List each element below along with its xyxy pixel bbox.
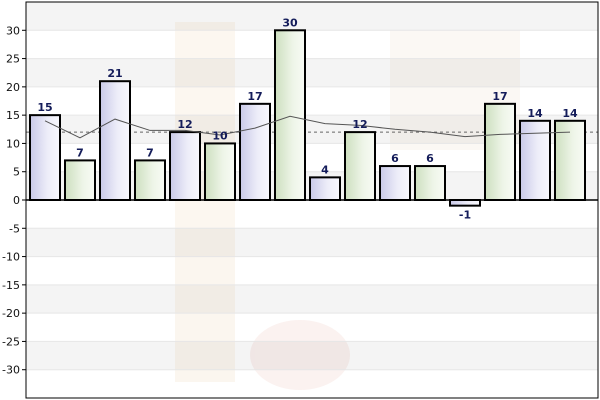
- bar: [64, 159, 96, 201]
- data-label: 12: [352, 118, 367, 131]
- axes: [25, 1, 599, 399]
- data-label: 6: [426, 152, 434, 165]
- y-tick-label: -15: [2, 279, 20, 292]
- y-tick-label: 20: [6, 81, 20, 94]
- data-label: 6: [391, 152, 399, 165]
- bar: [204, 142, 236, 202]
- bar: [274, 29, 306, 201]
- data-label: 30: [282, 16, 298, 29]
- data-label: 10: [212, 129, 228, 142]
- bar: [134, 159, 166, 201]
- data-label: 21: [107, 67, 122, 80]
- plot-frame: [25, 1, 599, 399]
- trend-line: [44, 115, 571, 139]
- data-label: 4: [321, 163, 329, 176]
- bar: [414, 165, 446, 201]
- grid-band: [26, 256, 598, 285]
- bar: [484, 102, 516, 201]
- data-label: 14: [562, 107, 578, 120]
- data-label: 7: [146, 146, 154, 159]
- y-tick-label: -20: [2, 307, 20, 320]
- grid-band: [26, 284, 598, 314]
- bar: [449, 199, 481, 207]
- grid-band: [26, 313, 598, 342]
- y-tick-label: 30: [6, 24, 20, 37]
- y-tick-label: 5: [13, 166, 20, 179]
- grid-band: [26, 228, 598, 257]
- grid-band: [26, 30, 598, 59]
- data-label: 12: [177, 118, 192, 131]
- bar: [169, 131, 201, 201]
- bar: [99, 80, 131, 201]
- data-label: 17: [247, 90, 262, 103]
- grid-band: [26, 341, 598, 370]
- data-label: 7: [76, 146, 84, 159]
- data-label: 14: [527, 107, 543, 120]
- y-tick-label: -25: [2, 335, 20, 348]
- y-tick-label: 0: [13, 194, 20, 207]
- bar: [309, 176, 341, 201]
- y-tick-label: -10: [2, 251, 20, 264]
- grid-band: [26, 369, 598, 398]
- bar: [379, 165, 411, 201]
- y-axis-ticks: 30 25 20 15 10 5 0 -5 -10 -15 -20 -25 -30: [2, 24, 26, 377]
- y-tick-label: -5: [9, 222, 20, 235]
- data-label: 15: [37, 101, 52, 114]
- grid-band: [26, 200, 598, 229]
- bar: [29, 114, 61, 201]
- y-tick-label: -30: [2, 364, 20, 377]
- data-labels: 15 7 21 7 12 10 17 30 4 12 6 6 -1 17 14 14: [37, 16, 578, 221]
- grid-band: [26, 2, 598, 31]
- bar: [239, 102, 271, 201]
- data-label: -1: [459, 209, 471, 222]
- bars: [29, 29, 586, 207]
- y-tick-label: 10: [6, 137, 20, 150]
- bar: [344, 131, 376, 201]
- y-tick-label: 25: [6, 53, 20, 66]
- y-tick-label: 15: [6, 109, 20, 122]
- bar: [554, 119, 586, 201]
- trend-line-path: [44, 115, 571, 139]
- data-label: 17: [492, 90, 507, 103]
